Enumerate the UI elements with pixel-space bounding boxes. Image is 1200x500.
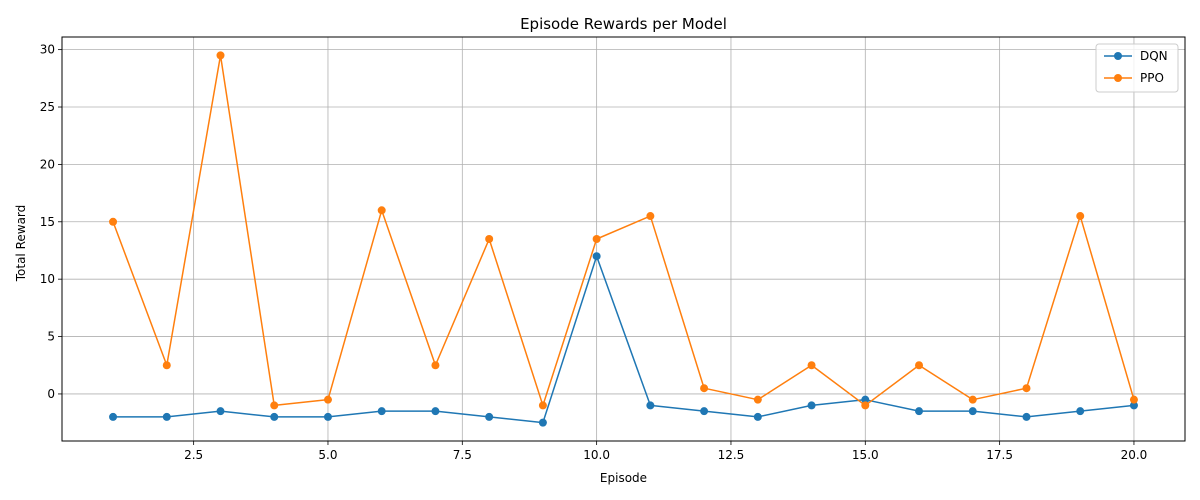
data-point-dqn [538,418,547,427]
y-tick-label: 25 [40,100,55,114]
data-point-dqn [861,395,870,404]
legend-label: PPO [1140,71,1164,85]
data-point-dqn [270,412,279,421]
data-point-dqn [968,407,977,416]
data-point-dqn [700,407,709,416]
legend-marker [1114,52,1122,60]
data-point-dqn [807,401,816,410]
data-point-ppo [162,361,171,370]
data-point-ppo [753,395,762,404]
data-point-dqn [162,412,171,421]
data-point-ppo [538,401,547,410]
y-tick-label: 15 [40,215,55,229]
data-point-dqn [1076,407,1085,416]
legend-label: DQN [1140,49,1168,63]
plot-frame [61,36,1186,442]
data-point-ppo [377,206,386,215]
data-point-ppo [646,212,655,221]
data-point-ppo [861,401,870,410]
data-point-ppo [485,235,494,243]
series-line-dqn [113,255,1135,424]
data-point-dqn [377,407,386,416]
x-tick-label: 7.5 [453,448,472,462]
x-axis-label: Episode [600,471,647,485]
data-point-dqn [592,252,601,261]
chart-title: Episode Rewards per Model [520,15,727,33]
data-point-ppo [1076,212,1085,221]
x-tick-label: 12.5 [718,448,745,462]
series-ppo [109,51,1138,410]
data-point-dqn [1022,412,1031,421]
data-point-dqn [1129,401,1138,410]
data-point-dqn [485,412,494,421]
data-point-dqn [431,407,440,416]
data-point-dqn [216,407,225,416]
data-point-ppo [270,401,279,410]
data-point-dqn [753,412,762,421]
series-layer [109,51,1138,427]
x-tick-label: 17.5 [986,448,1013,462]
data-point-ppo [807,361,816,370]
x-tick-label: 10.0 [583,448,610,462]
legend: DQN PPO [1095,43,1179,93]
x-tick-label: 5.0 [318,448,337,462]
y-tick-label: 0 [47,387,55,401]
data-point-ppo [216,51,225,60]
y-tick-label: 30 [40,43,55,57]
data-point-dqn [646,401,655,410]
x-tick-label: 2.5 [184,448,203,462]
data-point-dqn [109,412,118,421]
data-point-ppo [968,395,977,404]
data-point-ppo [915,361,924,370]
y-tick-label: 5 [47,330,55,344]
series-dqn [109,252,1138,427]
data-point-ppo [700,384,709,393]
legend-item-dqn: DQN [1104,49,1168,63]
data-point-ppo [592,235,601,243]
series-line-ppo [112,54,1135,407]
data-point-ppo [1129,395,1138,404]
legend-marker [1114,74,1122,82]
y-axis: 0 5 10 15 20 25 30 [40,43,62,401]
data-point-dqn [915,407,924,416]
data-point-ppo [431,361,440,370]
x-tick-label: 15.0 [852,448,879,462]
y-tick-label: 10 [40,272,55,286]
legend-item-ppo: PPO [1104,71,1164,85]
grid [62,37,1185,441]
data-point-ppo [323,395,332,404]
data-point-ppo [109,217,118,226]
y-tick-label: 20 [40,157,55,171]
y-axis-label: Total Reward [14,205,28,283]
data-point-dqn [323,412,332,421]
x-tick-label: 20.0 [1121,448,1148,462]
x-axis: 2.5 5.0 7.5 10.0 12.5 15.0 17.5 20.0 [184,441,1147,462]
data-point-ppo [1022,384,1031,393]
